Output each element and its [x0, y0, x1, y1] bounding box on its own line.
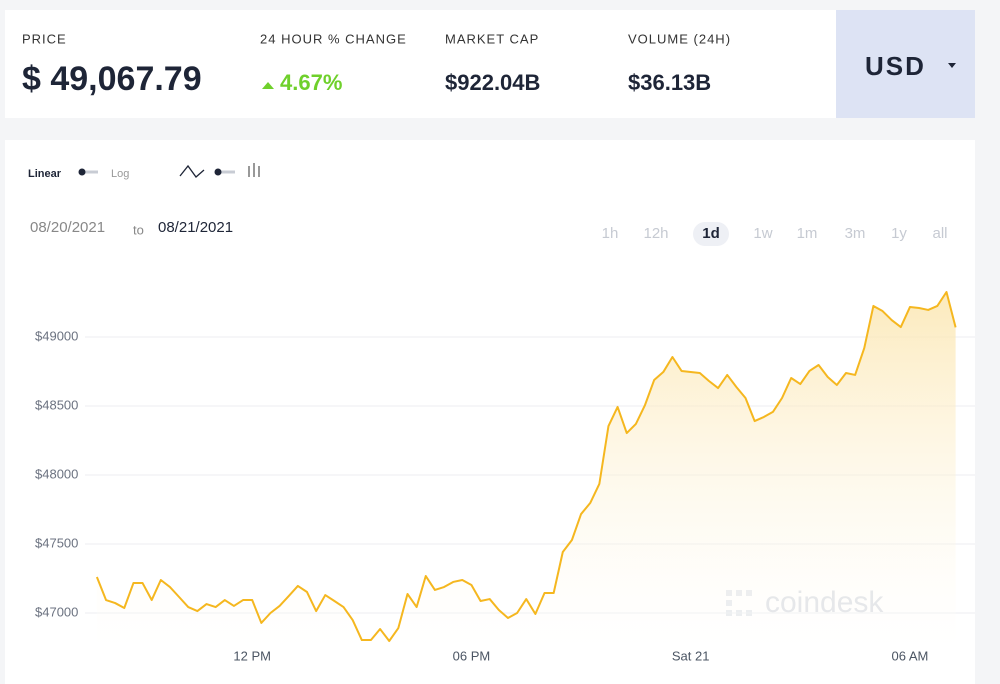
scale-option[interactable]: Log	[111, 168, 129, 180]
stat-value: 4.67%	[280, 70, 342, 95]
stats-panel	[5, 10, 836, 118]
currency-label[interactable]: USD	[865, 51, 926, 81]
y-tick-label: $49000	[35, 328, 78, 343]
stat-label: 24 HOUR % CHANGE	[260, 31, 407, 46]
range-button[interactable]: all	[932, 225, 947, 242]
toggle-knob[interactable]	[78, 168, 86, 176]
date-from: 08/20/2021	[30, 219, 105, 236]
scale-option[interactable]: Linear	[28, 168, 62, 180]
price-line	[95, 291, 957, 643]
stat-label: VOLUME (24H)	[628, 31, 731, 46]
x-tick-label: 06 PM	[453, 648, 491, 663]
stat-label: MARKET CAP	[445, 31, 539, 46]
y-tick-label: $48500	[35, 397, 78, 412]
range-button[interactable]: 1y	[891, 225, 907, 242]
up-arrow	[262, 82, 274, 89]
date-to: 08/21/2021	[158, 219, 233, 236]
range-button[interactable]: 12h	[643, 225, 668, 242]
x-tick-label: 12 PM	[233, 648, 271, 663]
x-tick-label: Sat 21	[672, 648, 710, 663]
y-tick-label: $47500	[35, 535, 78, 550]
range-button[interactable]: 1w	[753, 225, 772, 242]
area-fill	[96, 292, 956, 648]
date-separator: to	[133, 222, 144, 237]
y-tick-label: $47000	[35, 604, 78, 619]
range-button[interactable]: 1m	[797, 225, 818, 242]
stat-value: $922.04B	[445, 70, 540, 95]
stat-label: PRICE	[22, 31, 67, 46]
candle-icon[interactable]	[248, 163, 260, 177]
toggle-knob[interactable]	[214, 168, 222, 176]
range-selected-bg[interactable]	[693, 222, 729, 246]
y-tick-label: $48000	[35, 466, 78, 481]
range-button[interactable]: 1d	[702, 225, 720, 242]
caret	[948, 63, 956, 68]
stat-value: $36.13B	[628, 70, 711, 95]
line-icon[interactable]	[179, 164, 205, 178]
range-button[interactable]: 1h	[602, 225, 619, 242]
x-tick-label: 06 AM	[892, 648, 929, 663]
stat-value: $ 49,067.79	[22, 60, 202, 98]
range-button[interactable]: 3m	[845, 225, 866, 242]
